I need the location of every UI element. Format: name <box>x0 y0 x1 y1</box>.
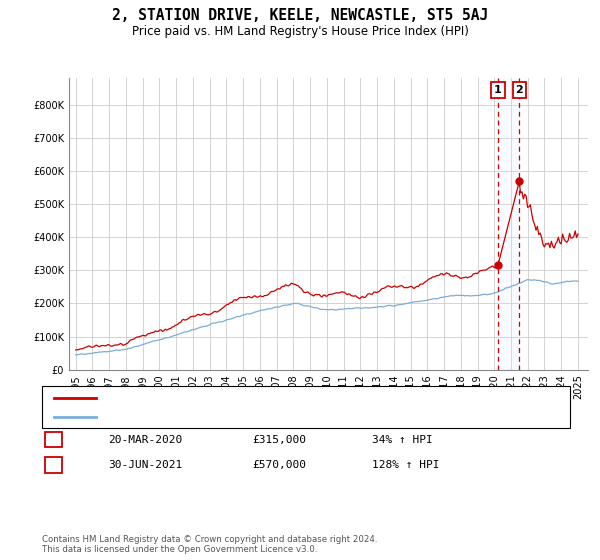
Text: HPI: Average price, detached house, Newcastle-under-Lyme: HPI: Average price, detached house, Newc… <box>102 412 413 422</box>
Text: £570,000: £570,000 <box>252 460 306 470</box>
Text: Contains HM Land Registry data © Crown copyright and database right 2024.
This d: Contains HM Land Registry data © Crown c… <box>42 535 377 554</box>
Text: 1: 1 <box>50 435 57 445</box>
Text: 128% ↑ HPI: 128% ↑ HPI <box>372 460 439 470</box>
Text: 30-JUN-2021: 30-JUN-2021 <box>108 460 182 470</box>
Text: 1: 1 <box>494 85 502 95</box>
Text: £315,000: £315,000 <box>252 435 306 445</box>
Text: 2: 2 <box>515 85 523 95</box>
Text: 2, STATION DRIVE, KEELE, NEWCASTLE, ST5 5AJ (detached house): 2, STATION DRIVE, KEELE, NEWCASTLE, ST5 … <box>102 393 445 403</box>
Bar <box>498 78 520 370</box>
Text: 2, STATION DRIVE, KEELE, NEWCASTLE, ST5 5AJ: 2, STATION DRIVE, KEELE, NEWCASTLE, ST5 … <box>112 8 488 24</box>
Text: 20-MAR-2020: 20-MAR-2020 <box>108 435 182 445</box>
Text: 34% ↑ HPI: 34% ↑ HPI <box>372 435 433 445</box>
Text: 2: 2 <box>50 460 57 470</box>
Text: Price paid vs. HM Land Registry's House Price Index (HPI): Price paid vs. HM Land Registry's House … <box>131 25 469 38</box>
